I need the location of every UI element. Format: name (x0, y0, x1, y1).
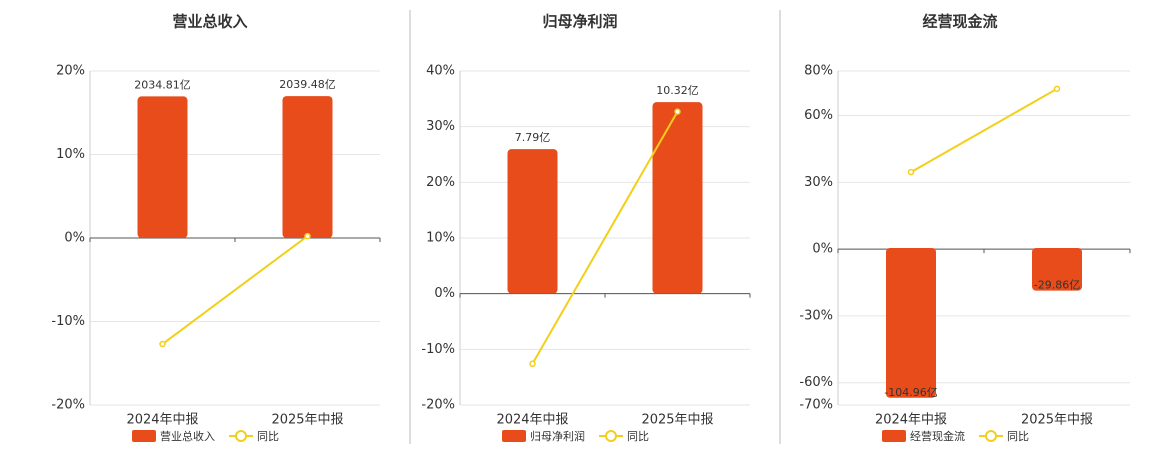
value-label: 2039.48亿 (279, 78, 336, 91)
y-tick-label: 30% (426, 119, 455, 134)
line (531, 111, 679, 365)
x-tick-label: 2024年中报 (496, 413, 568, 428)
legend-label: 归母净利润 (530, 429, 585, 443)
bar (137, 96, 188, 239)
y-tick-label: 20% (56, 64, 85, 79)
line (910, 87, 1058, 173)
y-tick-label: -60% (799, 375, 833, 390)
chart-title: 经营现金流 (922, 13, 997, 31)
y-tick-label: -10% (421, 342, 455, 357)
x-tick-label: 2025年中报 (271, 413, 343, 428)
legend-label: 同比 (627, 430, 649, 443)
chart-title: 归母净利润 (542, 13, 617, 31)
legend-label: 营业总收入 (160, 429, 215, 443)
value-label: -29.86亿 (1034, 279, 1080, 292)
y-tick-label: 60% (804, 108, 833, 123)
x-tick-label: 2024年中报 (875, 413, 947, 428)
legend-swatch (882, 430, 906, 442)
y-tick-label: 30% (804, 175, 833, 190)
value-label: 2034.81亿 (134, 78, 191, 91)
legend-marker (605, 430, 617, 442)
y-tick-label: -20% (421, 398, 455, 413)
y-tick-label: 0% (812, 242, 833, 257)
y-tick-label: 20% (426, 175, 455, 190)
bar (1032, 247, 1082, 291)
legend-swatch (502, 430, 526, 442)
bar (886, 247, 936, 398)
legend-label: 同比 (1007, 430, 1029, 443)
y-tick-label: 80% (804, 64, 833, 79)
legend-swatch (132, 430, 156, 442)
bar (507, 149, 558, 294)
y-tick-label: -30% (799, 308, 833, 323)
bar (282, 96, 333, 238)
value-label: -104.96亿 (884, 386, 937, 399)
legend-marker (235, 430, 247, 442)
y-tick-label: 40% (426, 64, 455, 79)
x-tick-label: 2025年中报 (641, 413, 713, 428)
line-point (907, 168, 915, 176)
x-tick-label: 2025年中报 (1021, 413, 1093, 428)
y-tick-label: 10% (426, 231, 455, 246)
x-tick-label: 2024年中报 (126, 413, 198, 428)
legend-marker (985, 430, 997, 442)
chart-title: 营业总收入 (172, 13, 247, 31)
line-point (529, 360, 536, 368)
legend-label: 经营现金流 (910, 429, 965, 443)
line (161, 235, 309, 345)
y-tick-label: 10% (56, 147, 85, 162)
value-label: 7.79亿 (515, 131, 551, 144)
legend-label: 同比 (257, 430, 279, 443)
line-point (304, 232, 311, 240)
line-point (159, 340, 166, 348)
value-label: 10.32亿 (656, 84, 699, 97)
y-tick-label: 0% (64, 231, 85, 246)
y-tick-label: -10% (51, 314, 85, 329)
y-tick-label: -70% (799, 398, 833, 413)
y-tick-label: 0% (434, 286, 455, 301)
line-point (674, 108, 681, 115)
line-point (1053, 85, 1061, 93)
y-tick-label: -20% (51, 398, 85, 413)
bar (652, 102, 703, 294)
